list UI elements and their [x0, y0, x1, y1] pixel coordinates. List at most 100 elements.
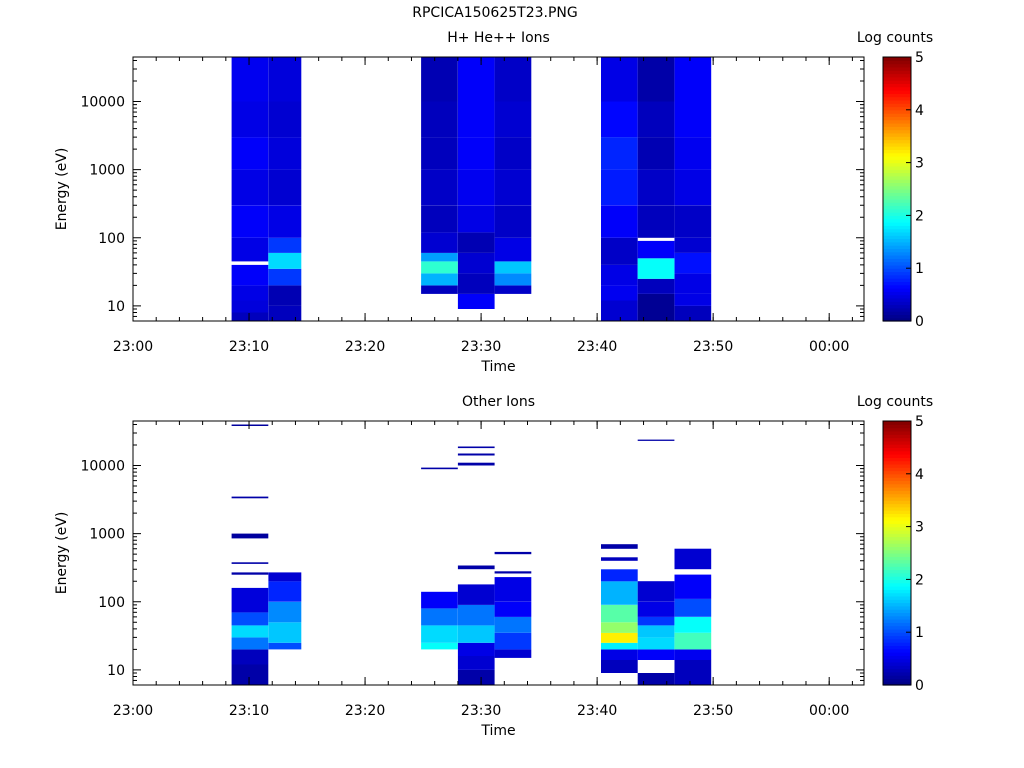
- colorbar-segment: [883, 579, 911, 584]
- heatmap-cell: [601, 237, 638, 265]
- colorbar-segment: [883, 116, 911, 121]
- colorbar-segment: [883, 619, 911, 623]
- heatmap-cell: [231, 649, 269, 665]
- heatmap-cell: [494, 601, 532, 617]
- colorbar-segment: [883, 235, 911, 240]
- heatmap-cell: [268, 237, 302, 253]
- heatmap-cell: [457, 57, 495, 102]
- colorbar-segment: [883, 487, 911, 491]
- colorbar-segment: [883, 149, 911, 154]
- heatmap-cell: [457, 169, 495, 206]
- heatmap-cell: [421, 261, 458, 274]
- heatmap-cell: [674, 273, 712, 294]
- heatmap-cell: [231, 57, 269, 102]
- heatmap-cell: [601, 557, 638, 561]
- heatmap-cell: [494, 577, 532, 602]
- heatmap-cell: [268, 57, 302, 102]
- colorbar-segment: [883, 291, 911, 296]
- heatmap-cell: [421, 285, 458, 294]
- colorbar-segment: [883, 642, 911, 646]
- colorbar: 0 1 2 3 4 5 Log counts: [857, 30, 933, 330]
- heatmap-cell: [457, 642, 495, 656]
- heatmap-cell: [674, 293, 712, 306]
- heatmap-cell: [457, 584, 495, 605]
- colorbar-segment: [883, 572, 911, 577]
- heatmap-cell: [637, 293, 675, 321]
- heatmap-cell: [674, 598, 712, 617]
- colorbar-segment: [883, 248, 911, 253]
- heatmap-cell: [601, 659, 638, 673]
- colorbar-segment: [883, 632, 911, 637]
- heatmap-cell: [674, 305, 712, 321]
- colorbar-segment: [883, 311, 911, 315]
- colorbar-segment: [883, 523, 911, 528]
- colorbar-segment: [883, 536, 911, 541]
- heatmap-cell: [231, 101, 269, 138]
- colorbar-segment: [883, 73, 911, 78]
- colorbar-segment: [883, 245, 911, 249]
- colorbar-segment: [883, 212, 911, 216]
- colorbar-segment: [883, 172, 911, 177]
- colorbar-segment: [883, 582, 911, 587]
- colorbar-segment: [883, 159, 911, 164]
- colorbar-segment: [883, 251, 911, 256]
- heatmap-cell: [494, 137, 532, 170]
- colorbar-segment: [883, 595, 911, 600]
- colorbar-segment: [883, 678, 911, 683]
- colorbar-segment: [883, 294, 911, 299]
- colorbar-segment: [883, 80, 911, 84]
- colorbar-segment: [883, 543, 911, 547]
- heatmap-cell: [231, 205, 269, 238]
- colorbar-segment: [883, 638, 911, 643]
- heatmap-cell: [494, 616, 532, 633]
- heatmap-cell: [637, 169, 675, 206]
- heatmap-cell: [601, 649, 638, 660]
- heatmap-cell: [268, 137, 302, 170]
- heatmap-cell: [494, 57, 532, 102]
- x-tick-label: 23:30: [461, 703, 501, 719]
- heatmap-cell: [601, 101, 638, 138]
- heatmap-cell: [674, 632, 712, 650]
- colorbar-segment: [883, 261, 911, 266]
- heatmap-cell: [421, 467, 458, 470]
- colorbar-segment: [883, 146, 911, 150]
- y-tick-label: 100: [98, 595, 125, 611]
- colorbar-segment: [883, 437, 911, 442]
- figure-title: RPCICA150625T23.PNG: [412, 5, 578, 21]
- colorbar-segment: [883, 132, 911, 137]
- colorbar-segment: [883, 447, 911, 452]
- heatmap-cell: [457, 453, 495, 456]
- colorbar-segment: [883, 215, 911, 220]
- heatmap-cell: [637, 439, 675, 441]
- colorbar-tick-label: 4: [915, 467, 924, 483]
- colorbar-segment: [883, 648, 911, 653]
- colorbar-segment: [883, 119, 911, 124]
- colorbar-segment: [883, 109, 911, 114]
- heatmap-cell: [421, 642, 458, 650]
- heatmap-cell: [457, 446, 495, 449]
- heatmap-cell: [637, 601, 675, 617]
- colorbar-segment: [883, 179, 911, 183]
- heatmap-cell: [457, 252, 495, 274]
- x-tick-label: 23:40: [577, 703, 617, 719]
- heatmap-cell: [494, 205, 532, 238]
- heatmap-cell: [231, 137, 269, 170]
- heatmap-cell: [494, 169, 532, 206]
- colorbar-segment: [883, 297, 911, 302]
- heatmap-cell: [637, 137, 675, 170]
- heatmap-cell: [231, 264, 269, 286]
- heatmap-cell: [268, 252, 302, 269]
- heatmap-cell: [421, 273, 458, 286]
- colorbar-segment: [883, 668, 911, 673]
- colorbar-segment: [883, 225, 911, 230]
- heatmap-cell: [268, 622, 302, 643]
- heatmap-cell: [601, 57, 638, 102]
- colorbar-segment: [883, 520, 911, 524]
- colorbar-segment: [883, 205, 911, 210]
- colorbar-segment: [883, 661, 911, 666]
- colorbar-segment: [883, 301, 911, 306]
- heatmap-cell: [637, 581, 675, 602]
- y-tick-label: 100: [98, 231, 125, 247]
- colorbar-segment: [883, 156, 911, 160]
